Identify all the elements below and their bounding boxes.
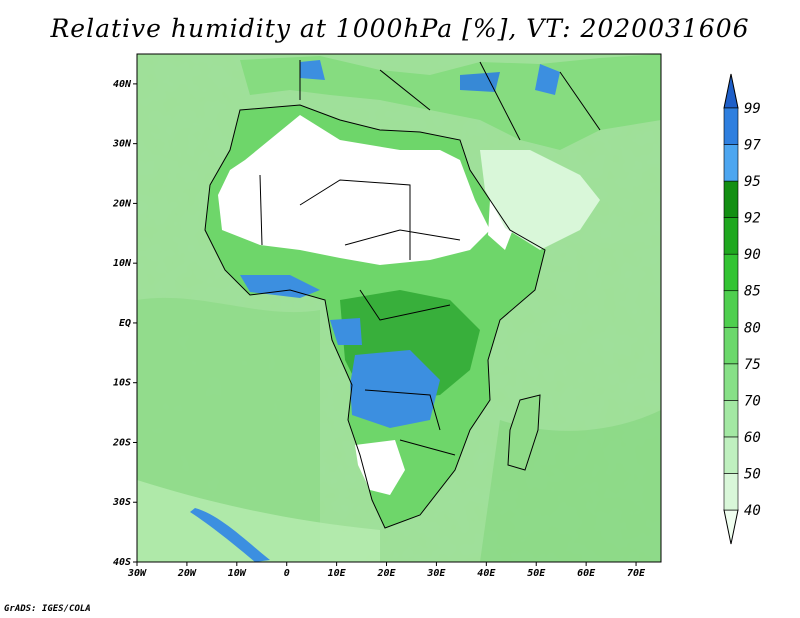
- x-tick-label: 30W: [127, 568, 147, 579]
- x-tick-label: 10E: [328, 568, 347, 579]
- colorbar-box: [723, 436, 739, 474]
- colorbar-label: 95: [744, 174, 761, 190]
- y-tick-label: 10S: [113, 378, 131, 389]
- colorbar-box: [723, 107, 739, 145]
- coastlines: [204, 60, 601, 529]
- colorbar-label: 97: [744, 138, 761, 154]
- y-tick-label: 40N: [113, 79, 132, 90]
- colorbar-top-arrow: [723, 73, 739, 109]
- y-tick-label: 20S: [112, 437, 131, 448]
- y-tick-label: EQ: [119, 318, 131, 329]
- colorbar-box: [723, 363, 739, 401]
- madagascar: [507, 394, 541, 471]
- x-tick-label: 20E: [376, 568, 396, 579]
- y-axis-ticks: 40N 30N 20N 10N EQ 10S 20S 30S 40S: [112, 79, 137, 568]
- colorbar-label: 90: [744, 247, 761, 263]
- colorbar-label: 80: [744, 320, 761, 336]
- map-title: Relative humidity at 1000hPa [%], VT: 20…: [50, 14, 750, 43]
- x-tick-label: 70E: [627, 568, 646, 579]
- x-tick-label: 40E: [477, 568, 496, 579]
- colorbar-box: [723, 290, 739, 328]
- x-tick-label: 30E: [426, 568, 446, 579]
- colorbar-label: 60: [744, 430, 761, 446]
- y-tick-label: 40S: [113, 557, 131, 568]
- x-tick-label: 60E: [577, 568, 596, 579]
- map-field: [137, 54, 661, 562]
- colorbar-box: [723, 400, 739, 438]
- colorbar-box: [723, 326, 739, 365]
- colorbar-label: 70: [744, 393, 761, 409]
- colorbar-box: [723, 217, 739, 255]
- sahara-dry: [218, 115, 490, 265]
- colorbar: 40 50 60 70 75 80 85 90 92 95 97 99: [723, 73, 761, 545]
- y-tick-label: 30S: [112, 497, 131, 508]
- x-tick-label: 10W: [228, 568, 247, 579]
- colorbar-box: [723, 144, 739, 182]
- colorbar-label: 40: [744, 503, 761, 519]
- grads-credit: GrADS: IGES/COLA: [4, 604, 91, 614]
- colorbar-box: [723, 180, 739, 218]
- x-axis-ticks: 30W 20W 10W 0 10E 20E 30E 40E 50E 60E 70E: [127, 562, 646, 579]
- x-tick-label: 50E: [527, 568, 546, 579]
- colorbar-label: 99: [744, 101, 761, 117]
- colorbar-label: 75: [744, 357, 761, 373]
- colorbar-label: 50: [744, 466, 761, 482]
- colorbar-bottom-arrow: [723, 509, 739, 545]
- colorbar-label: 92: [744, 211, 761, 227]
- y-tick-label: 10N: [113, 258, 132, 269]
- colorbar-label: 85: [744, 284, 761, 300]
- map-frame: [136, 53, 662, 563]
- y-tick-label: 30N: [112, 139, 132, 150]
- x-tick-label: 20W: [177, 568, 197, 579]
- colorbar-box: [723, 253, 739, 292]
- colorbar-box: [723, 473, 739, 511]
- x-tick-label: 0: [284, 568, 290, 579]
- y-tick-label: 20N: [112, 198, 132, 209]
